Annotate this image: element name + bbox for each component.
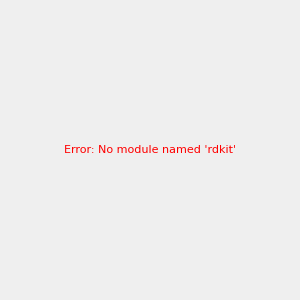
Text: Error: No module named 'rdkit': Error: No module named 'rdkit' — [64, 145, 236, 155]
